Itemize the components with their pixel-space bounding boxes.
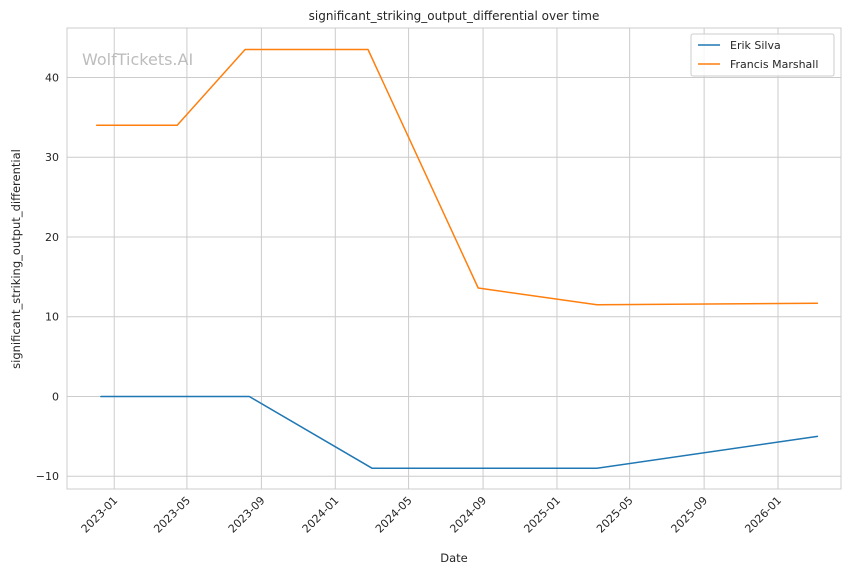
x-tick-label: 2024-09 [447,494,489,536]
y-tick-label: 40 [45,71,59,84]
legend-box [690,33,835,77]
legend-label-francis-marshall: Francis Marshall [730,58,818,71]
x-tick-label: 2023-01 [79,494,121,536]
x-tick-labels: 2023-01 2023-05 2023-09 2024-01 2024-05 2024-… [79,494,784,536]
watermark: WolfTickets.AI [82,50,193,69]
series-line-francis-marshall [95,48,819,306]
plot-area [66,27,842,490]
x-tick-label: 2025-09 [669,494,711,536]
y-tick-label: 20 [45,231,59,244]
y-tick-label: 30 [45,151,59,164]
x-tick-label: 2023-09 [226,494,268,536]
y-tick-labels: −10 0 10 20 30 40 [36,71,59,483]
x-tick-label: 2024-05 [373,494,415,536]
x-tick-label: 2025-01 [521,494,563,536]
x-tick-label: 2025-05 [594,494,636,536]
grid-lines [67,28,841,489]
legend-label-erik-silva: Erik Silva [730,39,781,52]
y-tick-label: 0 [52,390,59,403]
y-tick-label: −10 [36,470,59,483]
y-axis-label: significant_striking_output_differential [9,149,23,369]
x-axis-label: Date [440,551,468,565]
x-tick-label: 2023-05 [151,494,193,536]
series-line-erik-silva [100,395,819,470]
x-tick-label: 2024-01 [300,494,342,536]
legend: Erik Silva Francis Marshall [690,33,835,77]
series-lines [95,48,819,470]
y-tick-label: 10 [45,311,59,324]
x-tick-label: 2026-01 [742,494,784,536]
chart-title: significant_striking_output_differential… [309,9,600,23]
